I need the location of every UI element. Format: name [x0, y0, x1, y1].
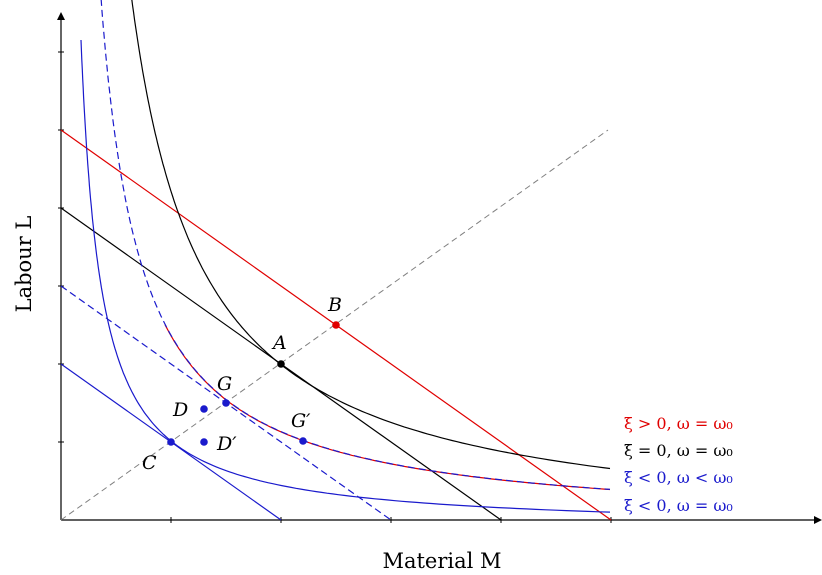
isoquant-blue [80, 39, 611, 513]
y-axis-title: Labour L [12, 216, 36, 313]
point-d-prime-marker [200, 438, 208, 446]
point-g-prime-marker [299, 437, 307, 445]
legend-black: ξ = 0, ω = ω₀ [624, 441, 733, 460]
x-axis-title: Material M [382, 549, 501, 573]
point-g-label: G [217, 373, 232, 395]
point-g-prime-label: G′ [291, 410, 311, 432]
isoquant-black [131, 0, 611, 470]
legend-blue-dashed: ξ < 0, ω < ω₀ [624, 468, 733, 487]
point-a-marker [277, 360, 285, 368]
point-b-marker [332, 321, 340, 329]
point-c-marker [167, 438, 175, 446]
point-d-prime-label: D′ [216, 433, 237, 455]
x-axis-arrow [814, 516, 822, 524]
isoquant-blue-dashed [100, 0, 611, 490]
point-d-marker [200, 405, 208, 413]
point-c-label: C [142, 452, 157, 474]
legend-red: ξ > 0, ω = ω₀ [624, 414, 733, 433]
point-g-marker [222, 399, 230, 407]
legend-blue: ξ < 0, ω = ω₀ [624, 496, 733, 515]
point-b-label: B [327, 294, 342, 316]
y-axis-arrow [57, 12, 65, 20]
point-a-label: A [271, 332, 287, 354]
point-d-label: D [172, 399, 188, 421]
